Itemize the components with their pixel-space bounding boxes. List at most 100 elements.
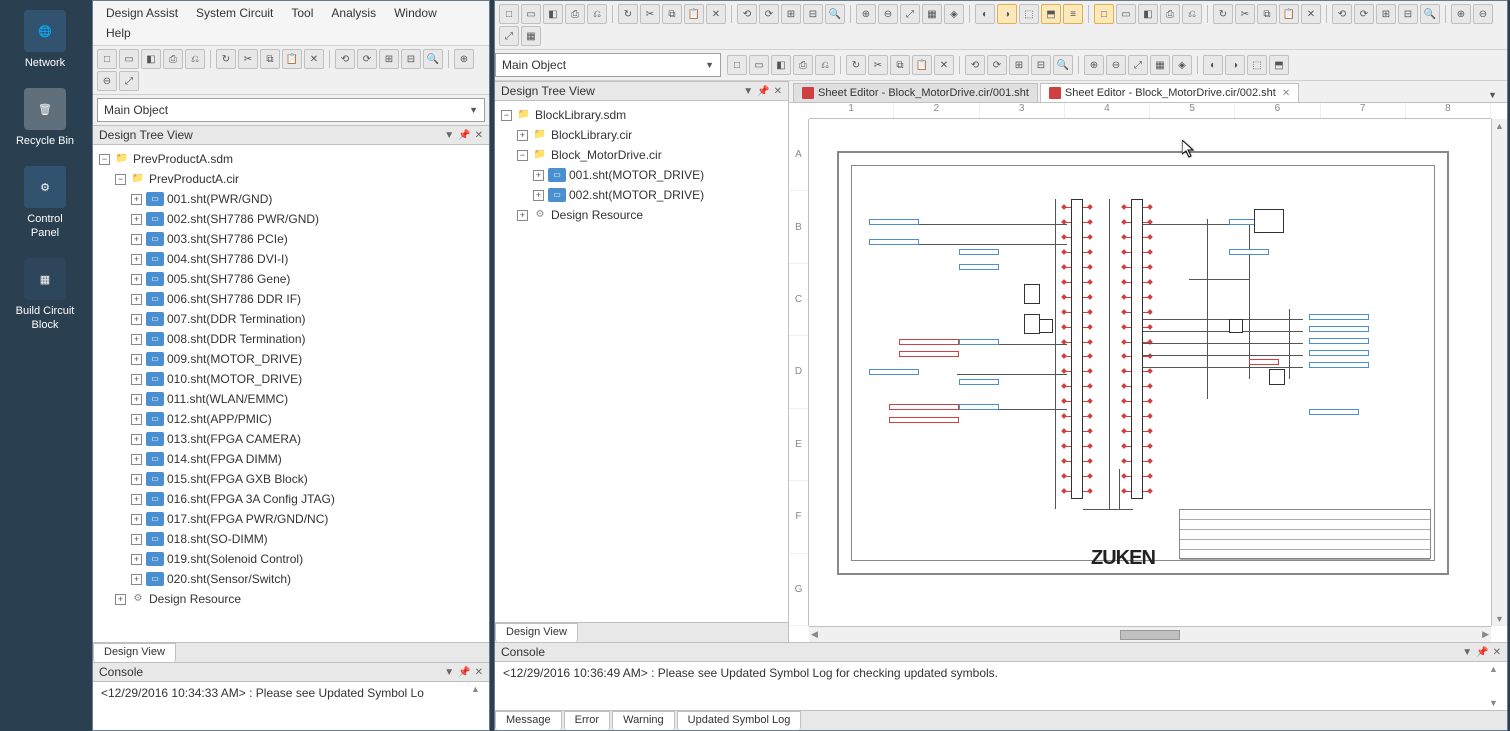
toolbar-button[interactable]: ⧉ <box>260 49 280 69</box>
dropdown-icon[interactable]: ▼ <box>444 130 454 141</box>
toolbar-button[interactable]: 🔍 <box>825 4 845 24</box>
tree-toggle-icon[interactable]: + <box>131 554 142 565</box>
left-tree[interactable]: −📁PrevProductA.sdm−📁PrevProductA.cir+▭00… <box>93 145 489 642</box>
tree-sheet-17[interactable]: +▭018.sht(SO-DIMM) <box>95 529 487 549</box>
toolbar-button[interactable]: ⟳ <box>357 49 377 69</box>
tree-toggle-icon[interactable]: + <box>131 454 142 465</box>
toolbar-button[interactable]: ⎙ <box>1160 4 1180 24</box>
toolbar-button[interactable]: ⊟ <box>1398 4 1418 24</box>
toolbar-button[interactable]: ⎌ <box>185 49 205 69</box>
toolbar-button[interactable]: ⧉ <box>890 55 910 75</box>
tab-design-view[interactable]: Design View <box>93 643 176 662</box>
tree-toggle-icon[interactable]: + <box>131 574 142 585</box>
tree-toggle-icon[interactable]: + <box>131 374 142 385</box>
tree-toggle-icon[interactable]: − <box>115 174 126 185</box>
dropdown-icon[interactable]: ▼ <box>1462 647 1472 658</box>
doc-tab-1[interactable]: Sheet Editor - Block_MotorDrive.cir/002.… <box>1040 83 1299 102</box>
toolbar-button[interactable]: ↻ <box>216 49 236 69</box>
toolbar-button[interactable]: ⊖ <box>878 4 898 24</box>
schematic-canvas[interactable]: 12345678 ABCDEFG ZUKEN ▲▼ ◀▶ <box>789 103 1507 642</box>
pin-icon[interactable]: 📌 <box>757 86 769 97</box>
toolbar-button[interactable]: ⊟ <box>401 49 421 69</box>
tree-sheet-14[interactable]: +▭015.sht(FPGA GXB Block) <box>95 469 487 489</box>
toolbar-button[interactable]: ✕ <box>706 4 726 24</box>
tree-sheet-2[interactable]: +▭003.sht(SH7786 PCIe) <box>95 229 487 249</box>
tree-toggle-icon[interactable]: + <box>131 254 142 265</box>
toolbar-button[interactable]: ⊖ <box>1106 55 1126 75</box>
tree-toggle-icon[interactable]: + <box>131 474 142 485</box>
desktop-icon-build-circuit-block[interactable]: ▦Build CircuitBlock <box>4 258 86 332</box>
toolbar-button[interactable]: ✕ <box>304 49 324 69</box>
tree-sheet-16[interactable]: +▭017.sht(FPGA PWR/GND/NC) <box>95 509 487 529</box>
toolbar-button[interactable]: ⊕ <box>1451 4 1471 24</box>
toolbar-button[interactable]: □ <box>1094 4 1114 24</box>
tree-sheet-12[interactable]: +▭013.sht(FPGA CAMERA) <box>95 429 487 449</box>
tree-sheet-11[interactable]: +▭012.sht(APP/PMIC) <box>95 409 487 429</box>
toolbar-button[interactable]: ⎌ <box>1182 4 1202 24</box>
toolbar-button[interactable]: ◧ <box>141 49 161 69</box>
doc-tab-0[interactable]: Sheet Editor - Block_MotorDrive.cir/001.… <box>793 83 1038 102</box>
tree-sheet-10[interactable]: +▭011.sht(WLAN/EMMC) <box>95 389 487 409</box>
toolbar-button[interactable]: ⬚ <box>1247 55 1267 75</box>
toolbar-button[interactable]: ⎌ <box>815 55 835 75</box>
tree-sheet-3[interactable]: +▭004.sht(SH7786 DVI-I) <box>95 249 487 269</box>
tab-overflow-icon[interactable]: ▼ <box>1482 88 1503 102</box>
dropdown-icon[interactable]: ▼ <box>444 667 454 678</box>
toolbar-button[interactable]: ⤢ <box>900 4 920 24</box>
toolbar-button[interactable]: ✂ <box>1235 4 1255 24</box>
scroll-up-icon[interactable]: ▲ <box>471 684 487 694</box>
toolbar-button[interactable]: ▭ <box>1116 4 1136 24</box>
console-tab-message[interactable]: Message <box>495 711 562 730</box>
close-icon[interactable]: ✕ <box>475 667 483 678</box>
toolbar-button[interactable]: ⟳ <box>759 4 779 24</box>
left-main-object-combo[interactable]: Main Object ▼ <box>97 98 485 122</box>
toolbar-button[interactable]: ⟲ <box>965 55 985 75</box>
toolbar-button[interactable]: ⎙ <box>565 4 585 24</box>
toolbar-button[interactable]: ✂ <box>238 49 258 69</box>
toolbar-button[interactable]: ⊟ <box>1031 55 1051 75</box>
toolbar-button[interactable]: ⊟ <box>803 4 823 24</box>
toolbar-button[interactable]: ⬚ <box>1019 4 1039 24</box>
toolbar-button[interactable]: ⊖ <box>1473 4 1493 24</box>
tree-toggle-icon[interactable]: + <box>131 274 142 285</box>
toolbar-button[interactable]: ⬒ <box>1041 4 1061 24</box>
tab-close-icon[interactable]: ✕ <box>1282 88 1290 99</box>
right-main-object-combo[interactable]: Main Object ▼ <box>495 53 721 77</box>
tree-toggle-icon[interactable]: + <box>131 494 142 505</box>
tree-sheet-5[interactable]: +▭006.sht(SH7786 DDR IF) <box>95 289 487 309</box>
toolbar-button[interactable]: ✂ <box>868 55 888 75</box>
console-tab-error[interactable]: Error <box>564 711 610 730</box>
toolbar-button[interactable]: 📋 <box>912 55 932 75</box>
tree-sheet-6[interactable]: +▭007.sht(DDR Termination) <box>95 309 487 329</box>
toolbar-button[interactable]: ✕ <box>1301 4 1321 24</box>
toolbar-button[interactable]: ◑ <box>1225 55 1245 75</box>
tree-toggle-icon[interactable]: + <box>131 534 142 545</box>
tree-toggle-icon[interactable]: + <box>131 234 142 245</box>
toolbar-button[interactable]: ⟲ <box>335 49 355 69</box>
menu-item-analysis[interactable]: Analysis <box>322 3 385 23</box>
pin-icon[interactable]: 📌 <box>458 667 470 678</box>
dropdown-icon[interactable]: ▼ <box>743 86 753 97</box>
toolbar-button[interactable]: □ <box>97 49 117 69</box>
menu-item-tool[interactable]: Tool <box>282 3 322 23</box>
menu-item-system-circuit[interactable]: System Circuit <box>187 3 282 23</box>
close-icon[interactable]: ✕ <box>475 130 483 141</box>
toolbar-button[interactable]: ▭ <box>749 55 769 75</box>
toolbar-button[interactable]: 🔍 <box>1053 55 1073 75</box>
toolbar-button[interactable]: ⟳ <box>987 55 1007 75</box>
desktop-icon-control-panel[interactable]: ⚙ControlPanel <box>4 166 86 240</box>
tree-item-3[interactable]: +▭002.sht(MOTOR_DRIVE) <box>497 185 786 205</box>
tree-toggle-icon[interactable]: + <box>131 394 142 405</box>
tree-item-4[interactable]: +⚙Design Resource <box>497 205 786 225</box>
tree-sheet-4[interactable]: +▭005.sht(SH7786 Gene) <box>95 269 487 289</box>
tree-toggle-icon[interactable]: + <box>131 194 142 205</box>
tree-toggle-icon[interactable]: − <box>501 110 512 121</box>
toolbar-button[interactable]: 🔍 <box>423 49 443 69</box>
toolbar-button[interactable]: ⊕ <box>856 4 876 24</box>
toolbar-button[interactable]: ◧ <box>1138 4 1158 24</box>
toolbar-button[interactable]: ⊞ <box>379 49 399 69</box>
tree-design-resource[interactable]: +⚙Design Resource <box>95 589 487 609</box>
toolbar-button[interactable]: ▦ <box>1150 55 1170 75</box>
tree-toggle-icon[interactable]: + <box>131 314 142 325</box>
tree-sheet-0[interactable]: +▭001.sht(PWR/GND) <box>95 189 487 209</box>
